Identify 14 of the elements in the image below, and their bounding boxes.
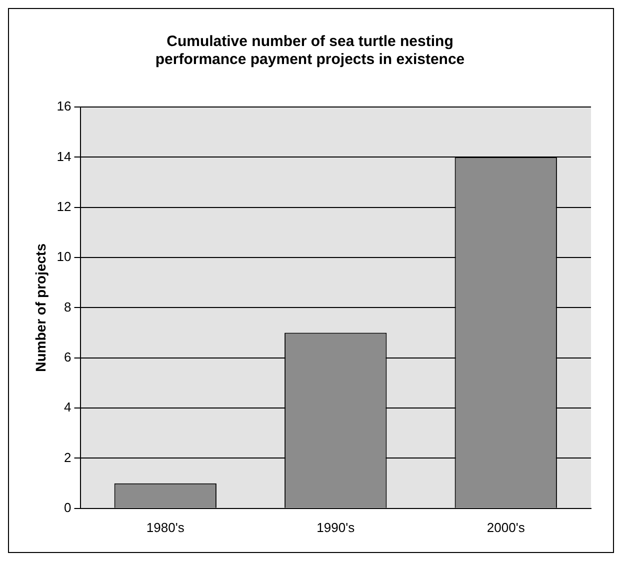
y-tick-label: 14 [56,148,72,164]
chart-title: Cumulative number of sea turtle nesting performance payment projects in existence [155,33,465,68]
y-tick-label: 4 [64,400,72,415]
x-tick-label: 2000's [486,520,526,535]
x-tick-label: 1980's [146,520,185,535]
y-tick-label: 10 [56,249,72,264]
y-tick-label: 2 [64,450,72,465]
y-tick-label: 6 [64,349,72,364]
y-axis-title: Number of projects [32,243,48,372]
y-tick-label: 12 [56,198,72,214]
y-tick-label: 8 [64,299,72,314]
x-tick-label: 1990's [316,520,356,535]
y-tick-label: 0 [64,500,72,515]
y-tick-label: 16 [56,98,72,114]
